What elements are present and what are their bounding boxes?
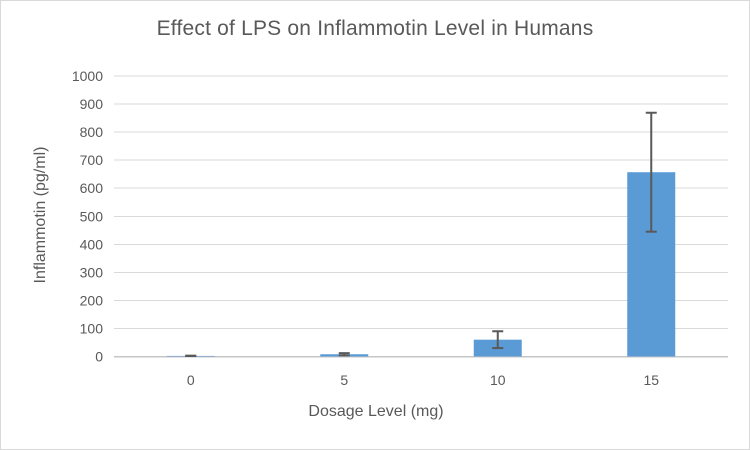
x-tick-label: 5 [340,372,348,388]
y-tick-label: 300 [80,264,104,280]
y-tick-label: 800 [80,124,104,140]
y-axis-title: Inflammotin (pg/ml) [32,146,49,284]
x-tick-label: 0 [187,372,195,388]
y-tick-label: 500 [80,208,104,224]
chart-title: Effect of LPS on Inflammotin Level in Hu… [156,17,594,40]
y-tick-label: 0 [95,349,103,365]
y-tick-label: 900 [80,96,104,112]
y-tick-label: 200 [80,292,104,308]
y-tick-label: 1000 [72,68,103,84]
x-axis-title: Dosage Level (mg) [308,403,444,420]
x-tick-label: 10 [490,372,506,388]
y-tick-label: 400 [80,236,104,252]
y-tick-label: 600 [80,180,104,196]
y-tick-label: 100 [80,320,104,336]
y-tick-label: 700 [80,152,104,168]
x-tick-label: 15 [643,372,659,388]
